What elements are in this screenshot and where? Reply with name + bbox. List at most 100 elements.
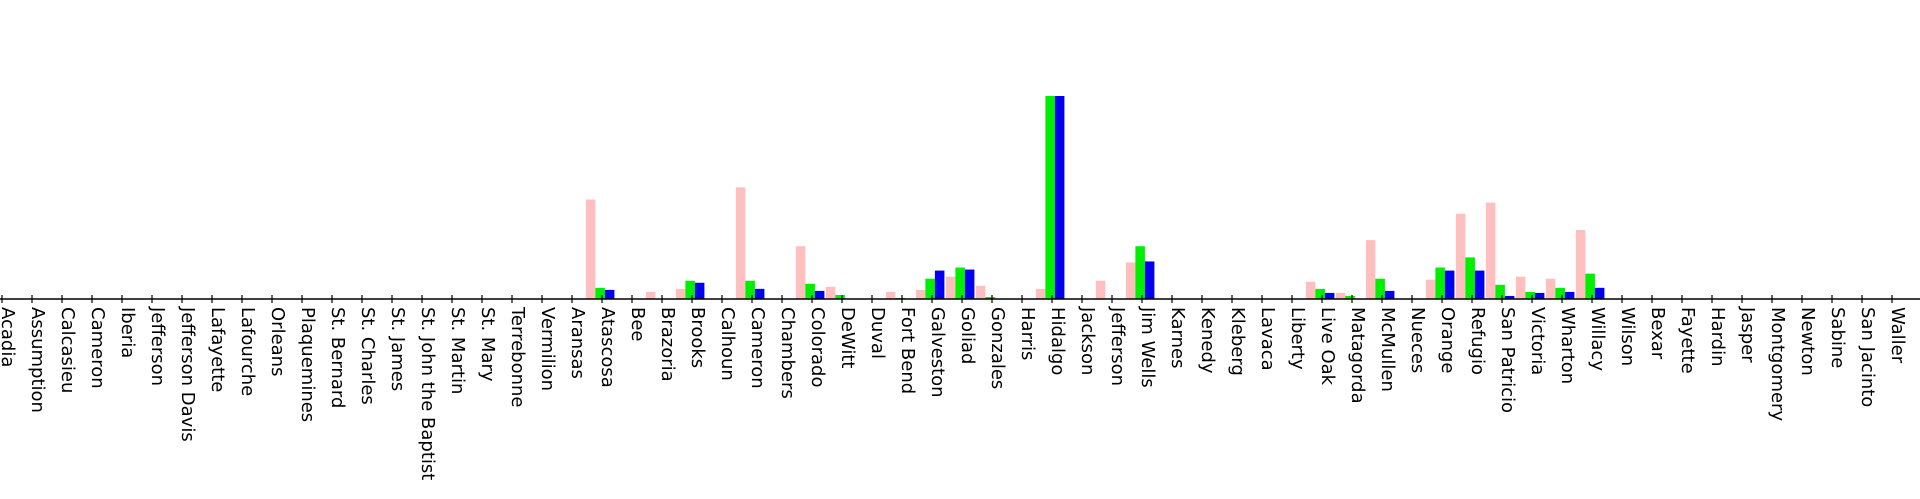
x-tick-label: Fayette	[1677, 307, 1698, 374]
x-tick-label: Iberia	[117, 307, 138, 358]
x-tick-label: St. James	[387, 307, 408, 391]
x-tick-label: St. John the Baptist	[417, 307, 438, 480]
bar-series-2-19	[595, 287, 605, 299]
x-tick-label: Atascosa	[597, 307, 618, 388]
bar-series-1-32	[975, 285, 986, 299]
x-tick-label: Jefferson	[1107, 306, 1128, 386]
bar-series-1-45	[1365, 240, 1376, 299]
bar-series-1-29	[885, 291, 896, 299]
bar-series-2-27	[835, 294, 845, 299]
bar-series-3-47	[1444, 270, 1455, 299]
bar-series-2-22	[685, 280, 695, 299]
bar-series-2-26	[805, 283, 815, 299]
bar-series-2-37	[1135, 246, 1145, 299]
x-tick-label: DeWitt	[837, 307, 858, 368]
bar-series-1-26	[795, 246, 806, 299]
x-tick-label: San Patricio	[1497, 307, 1518, 413]
bar-series-3-24	[754, 288, 765, 299]
x-tick-label: Bexar	[1647, 307, 1668, 360]
bar-series-1-43	[1305, 281, 1316, 299]
x-tick-label: Refugio	[1467, 307, 1488, 375]
bar-series-3-31	[964, 269, 975, 299]
bar-series-2-51	[1555, 287, 1565, 299]
x-tick-label: McMullen	[1377, 307, 1398, 392]
x-tick-label: Kenedy	[1197, 307, 1218, 374]
bar-series-2-43	[1315, 288, 1325, 299]
x-tick-label: Liberty	[1287, 307, 1308, 370]
x-tick-label: Cameron	[87, 307, 108, 389]
bar-series-2-52	[1585, 273, 1595, 300]
x-tick-label: Brooks	[687, 307, 708, 368]
bar-series-3-49	[1504, 295, 1515, 299]
x-tick-label: St. Charles	[357, 307, 378, 405]
bar-series-2-48	[1465, 257, 1475, 299]
x-tick-label: Hidalgo	[1047, 307, 1068, 375]
x-tick-label: Harris	[1017, 307, 1038, 360]
x-tick-label: Jackson	[1077, 306, 1098, 375]
bar-series-1-27	[825, 286, 836, 299]
x-tick-label: Orange	[1437, 307, 1458, 374]
x-tick-label: Willacy	[1587, 307, 1608, 371]
bar-series-3-45	[1384, 290, 1395, 299]
x-tick-label: Vermilion	[537, 307, 558, 391]
bar-series-1-19	[585, 199, 596, 299]
bar-series-1-24	[735, 187, 746, 299]
x-tick-label: St. Bernard	[327, 307, 348, 408]
x-tick-label: Sabine	[1827, 307, 1848, 368]
x-tick-label: Kleberg	[1227, 307, 1248, 376]
bar-series-2-47	[1435, 267, 1445, 299]
bar-series-3-26	[814, 290, 825, 299]
x-tick-label: Duval	[867, 307, 888, 359]
bar-series-2-44	[1345, 295, 1355, 299]
bar-series-3-37	[1144, 261, 1155, 299]
bar-series-1-52	[1575, 229, 1586, 299]
x-tick-label: Calhoun	[717, 307, 738, 381]
bar-series-2-50	[1525, 291, 1535, 299]
bar-series-3-30	[934, 270, 945, 299]
bar-series-2-30	[925, 278, 935, 299]
bar-series-1-48	[1455, 213, 1466, 299]
bar-series-1-37	[1125, 262, 1136, 299]
bar-series-2-45	[1375, 278, 1385, 299]
x-tick-label: Assumption	[27, 307, 48, 413]
bar-series-1-22	[675, 288, 686, 299]
x-tick-label: Jefferson Davis	[177, 306, 198, 442]
x-tick-label: Nueces	[1407, 307, 1428, 373]
x-tick-label: Live Oak	[1317, 307, 1338, 386]
x-tick-label: Matagorda	[1347, 307, 1368, 404]
x-tick-label: Goliad	[957, 307, 978, 364]
x-tick-label: Bee	[627, 307, 648, 342]
x-tick-label: Fort Bend	[897, 307, 918, 394]
x-tick-label: Waller	[1887, 307, 1908, 364]
bar-series-3-34	[1054, 96, 1065, 299]
x-tick-label: Orleans	[267, 307, 288, 376]
x-tick-label: Chambers	[777, 307, 798, 399]
x-tick-label: Colorado	[807, 307, 828, 387]
bar-series-1-44	[1335, 292, 1346, 299]
bar-series-1-47	[1425, 279, 1436, 299]
x-tick-label: Terrebonne	[507, 306, 528, 408]
bar-series-2-34	[1045, 96, 1055, 299]
x-tick-label: St. Martin	[447, 307, 468, 394]
bar-series-1-51	[1545, 278, 1556, 299]
x-tick-label: Gonzales	[987, 307, 1008, 389]
bar-series-1-30	[915, 289, 926, 299]
bar-series-2-31	[955, 267, 965, 299]
bar-series-2-32	[985, 296, 995, 299]
bar-series-1-50	[1515, 276, 1526, 299]
x-tick-label: Newton	[1797, 307, 1818, 376]
bar-series-1-31	[945, 276, 956, 299]
x-tick-label: Montgomery	[1767, 307, 1788, 421]
x-tick-label: Hardin	[1707, 307, 1728, 366]
bar-series-1-49	[1485, 202, 1496, 299]
x-tick-label: Jefferson	[147, 306, 168, 386]
x-tick-label: Victoria	[1527, 307, 1548, 375]
bar-series-3-52	[1594, 287, 1605, 299]
x-tick-label: Lafayette	[207, 307, 228, 392]
bar-series-3-19	[604, 289, 615, 299]
x-tick-label: Wilson	[1617, 307, 1638, 366]
x-tick-label: Jim Wells	[1137, 306, 1158, 388]
bar-series-3-48	[1474, 270, 1485, 299]
